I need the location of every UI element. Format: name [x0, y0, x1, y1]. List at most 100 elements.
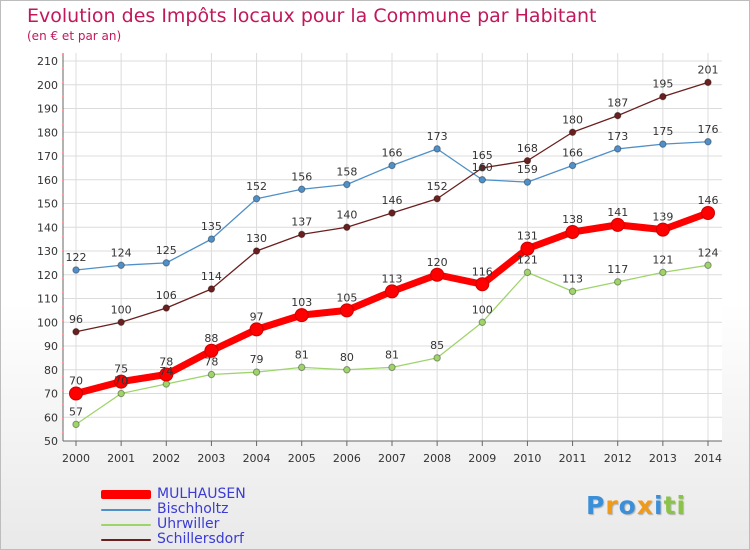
- legend-label-schillersdorf: Schillersdorf: [157, 531, 244, 547]
- data-label-uhrwiller: 117: [607, 263, 628, 276]
- data-point-uhrwiller: [523, 268, 532, 277]
- data-point-uhrwiller: [568, 287, 577, 296]
- data-point-schillersdorf: [298, 230, 306, 239]
- data-label-schillersdorf: 114: [201, 270, 222, 283]
- data-label-bischholtz: 159: [517, 163, 538, 176]
- data-point-schillersdorf: [72, 328, 80, 336]
- data-point-bischholtz: [433, 145, 441, 153]
- data-point-bischholtz: [614, 145, 622, 153]
- data-label-mulhausen: 138: [562, 213, 583, 226]
- data-point-bischholtz: [704, 138, 712, 146]
- data-label-mulhausen: 78: [159, 356, 173, 369]
- data-label-bischholtz: 173: [607, 130, 628, 143]
- y-tick-label: 210: [37, 55, 58, 68]
- data-label-bischholtz: 158: [336, 166, 357, 179]
- y-tick-label: 150: [37, 198, 58, 211]
- data-point-mulhausen: [114, 374, 129, 389]
- chart-title: Evolution des Impôts locaux pour la Comm…: [27, 5, 597, 27]
- data-point-schillersdorf: [704, 78, 712, 87]
- x-tick-label: 2008: [423, 452, 451, 465]
- data-label-schillersdorf: 137: [291, 215, 312, 228]
- legend-label-uhrwiller: Uhrwiller: [157, 516, 220, 532]
- data-label-schillersdorf: 100: [111, 303, 132, 316]
- legend-swatch-schillersdorf: [101, 538, 151, 541]
- data-label-uhrwiller: 74: [159, 365, 173, 378]
- data-point-uhrwiller: [614, 278, 622, 286]
- chart-legend: MULHAUSEN Bischholtz Uhrwiller Schillers…: [101, 487, 246, 547]
- data-point-bischholtz: [252, 195, 261, 203]
- y-tick-label: 60: [44, 411, 58, 424]
- x-tick-label: 2004: [243, 452, 271, 465]
- data-point-mulhausen: [520, 241, 535, 256]
- data-label-bischholtz: 166: [382, 147, 403, 160]
- data-point-mulhausen: [610, 217, 625, 232]
- data-label-bischholtz: 156: [291, 170, 312, 183]
- data-point-uhrwiller: [207, 370, 216, 379]
- logo-letter: i: [676, 491, 687, 520]
- data-point-bischholtz: [298, 185, 306, 193]
- data-label-mulhausen: 139: [652, 211, 673, 224]
- data-point-schillersdorf: [388, 209, 396, 217]
- data-label-uhrwiller: 79: [250, 353, 264, 366]
- data-point-schillersdorf: [433, 195, 441, 203]
- data-label-mulhausen: 146: [698, 194, 719, 207]
- x-tick-label: 2010: [513, 452, 541, 465]
- y-tick-label: 130: [37, 245, 58, 258]
- data-label-mulhausen: 105: [336, 291, 357, 304]
- x-tick-label: 2011: [559, 452, 587, 465]
- data-point-schillersdorf: [117, 318, 125, 326]
- legend-swatch-uhrwiller: [101, 523, 151, 526]
- data-label-uhrwiller: 81: [385, 348, 399, 361]
- data-label-bischholtz: 175: [652, 125, 673, 138]
- legend-item-bischholtz: Bischholtz: [101, 502, 246, 517]
- x-tick-label: 2005: [288, 452, 316, 465]
- data-point-bischholtz: [207, 235, 216, 243]
- data-label-schillersdorf: 180: [562, 113, 583, 126]
- y-tick-label: 100: [37, 316, 58, 329]
- y-tick-label: 70: [44, 388, 58, 401]
- data-point-mulhausen: [385, 284, 399, 299]
- data-label-mulhausen: 88: [204, 332, 218, 345]
- data-label-schillersdorf: 146: [382, 194, 403, 207]
- data-label-schillersdorf: 165: [472, 149, 493, 162]
- data-label-uhrwiller: 78: [204, 356, 218, 369]
- data-point-uhrwiller: [252, 368, 261, 376]
- legend-swatch-bischholtz: [101, 508, 151, 511]
- y-tick-label: 50: [44, 435, 58, 448]
- x-tick-label: 2007: [378, 452, 406, 465]
- data-point-mulhausen: [339, 303, 354, 318]
- data-point-mulhausen: [430, 267, 445, 282]
- legend-item-mulhausen: MULHAUSEN: [101, 487, 246, 502]
- logo-letter: t: [663, 491, 677, 520]
- data-label-bischholtz: 125: [156, 244, 177, 257]
- data-label-schillersdorf: 96: [69, 313, 83, 326]
- legend-label-mulhausen: MULHAUSEN: [157, 486, 246, 502]
- data-point-mulhausen: [159, 367, 174, 382]
- y-tick-label: 80: [44, 364, 58, 377]
- x-tick-label: 2002: [152, 452, 180, 465]
- data-point-uhrwiller: [117, 389, 125, 398]
- data-label-bischholtz: 124: [111, 246, 132, 259]
- data-point-uhrwiller: [478, 318, 486, 326]
- data-label-schillersdorf: 201: [698, 63, 719, 76]
- data-point-bischholtz: [523, 178, 532, 186]
- data-label-schillersdorf: 106: [156, 289, 177, 302]
- legend-item-schillersdorf: Schillersdorf: [101, 532, 246, 547]
- y-tick-label: 90: [44, 340, 58, 353]
- data-label-uhrwiller: 100: [472, 303, 493, 316]
- y-tick-label: 170: [37, 150, 58, 163]
- y-tick-label: 190: [37, 103, 58, 116]
- data-point-mulhausen: [475, 277, 490, 292]
- proxiti-logo: Proxiti: [586, 491, 686, 520]
- data-label-mulhausen: 120: [427, 256, 448, 269]
- data-point-mulhausen: [701, 206, 715, 220]
- data-label-mulhausen: 75: [114, 363, 128, 376]
- data-point-bischholtz: [343, 180, 351, 189]
- data-label-bischholtz: 176: [698, 123, 719, 136]
- data-label-mulhausen: 141: [607, 206, 628, 219]
- x-tick-label: 2000: [62, 452, 90, 465]
- data-point-schillersdorf: [252, 247, 261, 255]
- data-point-mulhausen: [204, 343, 219, 358]
- data-point-schillersdorf: [568, 128, 577, 136]
